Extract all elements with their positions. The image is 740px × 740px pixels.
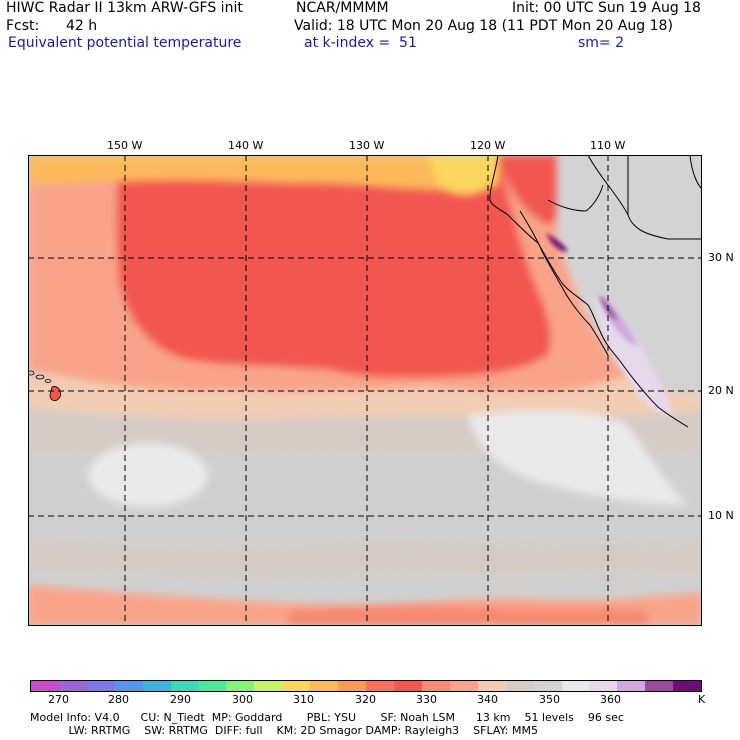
model-info-line2: LW: RRTMG SW: RRTMG DIFF: full KM: 2D Sm…: [30, 724, 538, 737]
colorbar-segment: [58, 681, 87, 691]
colorbar-segment: [198, 681, 227, 691]
lon-label-120w: 120 W: [470, 139, 506, 152]
colorbar-label-270: 270: [48, 693, 69, 706]
colorbar-segment: [226, 681, 255, 691]
org-label: NCAR/MMMM: [296, 0, 389, 16]
band-380: [603, 295, 638, 346]
colorbar-segment: [561, 681, 590, 691]
colorbar-label-350: 350: [539, 693, 560, 706]
colorbar-label-290: 290: [170, 693, 191, 706]
lon-label-140w: 140 W: [228, 139, 264, 152]
colorbar-segment: [533, 681, 562, 691]
band-390: [546, 233, 568, 252]
colorbar-segment: [282, 681, 311, 691]
colorbar-segment: [477, 681, 506, 691]
lon-label-150w: 150 W: [107, 139, 143, 152]
band-345: [28, 355, 702, 423]
colorbar-label-320: 320: [355, 693, 376, 706]
band-360: [468, 410, 688, 505]
level-index: at k-index = 51: [304, 35, 417, 51]
model-title: HIWC Radar II 13km ARW-GFS init: [6, 0, 243, 16]
colorbar-label-280: 280: [108, 693, 129, 706]
colorbar-segment: [449, 681, 478, 691]
colorbar-label-340: 340: [477, 693, 498, 706]
colorbar-segment: [31, 681, 59, 691]
colorbar-segment: [393, 681, 422, 691]
band-325: [28, 155, 498, 190]
band-320: [428, 155, 498, 195]
theta-e-map: [28, 155, 702, 626]
colorbar-segment: [421, 681, 450, 691]
lat-label-10n: 10 N: [708, 509, 734, 522]
colorbar-segment: [589, 681, 618, 691]
band-330: [116, 155, 551, 379]
band-335-south: [288, 604, 648, 626]
colorbar-unit: K: [698, 693, 706, 706]
field-name: Equivalent potential temperature: [8, 35, 242, 51]
colorbar-segment: [114, 681, 143, 691]
colorbar-segment: [645, 681, 674, 691]
band-345-south: [28, 540, 702, 578]
lat-label-30n: 30 N: [708, 251, 734, 264]
colorbar-segment: [310, 681, 339, 691]
colorbar-label-310: 310: [293, 693, 314, 706]
colorbar-segment: [505, 681, 534, 691]
lon-label-110w: 110 W: [590, 139, 626, 152]
colorbar-segment: [338, 681, 367, 691]
band-355-land: [558, 155, 702, 395]
colorbar-label-300: 300: [232, 693, 253, 706]
colorbar-segment: [170, 681, 199, 691]
hawaii: [28, 370, 61, 401]
model-info-line1: Model Info: V4.0 CU: N_Tiedt MP: Goddard…: [30, 711, 624, 724]
colorbar-label-360: 360: [600, 693, 621, 706]
colorbar-segment: [366, 681, 394, 691]
valid-time: Valid: 18 UTC Mon 20 Aug 18 (11 PDT Mon …: [294, 18, 673, 34]
colorbar-segment: [673, 681, 702, 691]
init-time: Init: 00 UTC Sun 19 Aug 18: [512, 0, 701, 16]
swirl-360: [88, 443, 208, 507]
colorbar-segment: [86, 681, 115, 691]
theta-e-shading: [28, 155, 702, 626]
coastlines: [489, 155, 702, 428]
colorbar-segment: [142, 681, 171, 691]
colorbar-segment: [617, 681, 646, 691]
lat-label-20n: 20 N: [708, 384, 734, 397]
colorbar: [30, 680, 702, 692]
graticule: [28, 155, 702, 626]
lon-label-130w: 130 W: [349, 139, 385, 152]
colorbar-segment: [254, 681, 283, 691]
smoothing-value: sm= 2: [578, 35, 625, 51]
colorbar-label-330: 330: [416, 693, 437, 706]
forecast-label: Fcst:: [6, 18, 40, 34]
forecast-hour: 42 h: [66, 18, 98, 34]
